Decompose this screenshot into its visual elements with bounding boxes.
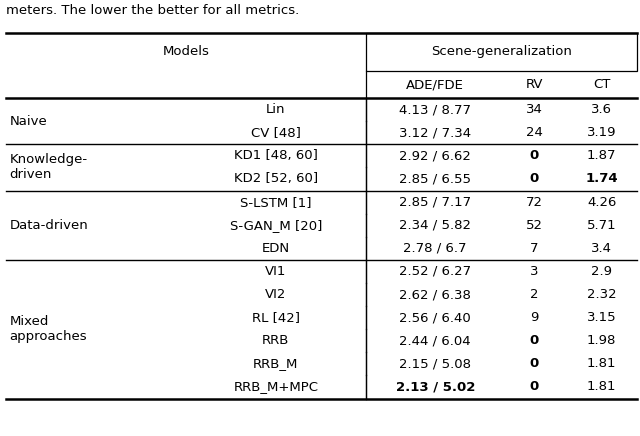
Text: RRB: RRB — [262, 334, 289, 347]
Text: Naive: Naive — [10, 115, 47, 128]
Text: Data-driven: Data-driven — [10, 219, 88, 232]
Text: EDN: EDN — [262, 242, 290, 255]
Text: VI1: VI1 — [265, 265, 287, 278]
Text: 1.81: 1.81 — [587, 358, 616, 370]
Text: 2.15 / 5.08: 2.15 / 5.08 — [399, 358, 471, 370]
Text: KD1 [48, 60]: KD1 [48, 60] — [234, 150, 318, 162]
Text: 0: 0 — [530, 381, 539, 393]
Text: 7: 7 — [530, 242, 539, 255]
Text: 2.85 / 6.55: 2.85 / 6.55 — [399, 173, 471, 185]
Text: 2.44 / 6.04: 2.44 / 6.04 — [399, 334, 471, 347]
Text: 3.15: 3.15 — [587, 311, 616, 324]
Text: Lin: Lin — [266, 103, 285, 116]
Text: RRB_M: RRB_M — [253, 358, 298, 370]
Text: 9: 9 — [530, 311, 539, 324]
Text: KD2 [52, 60]: KD2 [52, 60] — [234, 173, 318, 185]
Text: 1.81: 1.81 — [587, 381, 616, 393]
Text: 72: 72 — [526, 196, 543, 208]
Text: RL [42]: RL [42] — [252, 311, 300, 324]
Text: 3: 3 — [530, 265, 539, 278]
Text: 1.74: 1.74 — [586, 173, 618, 185]
Text: Models: Models — [163, 45, 210, 58]
Bar — [366, 33, 637, 71]
Text: Knowledge-
driven: Knowledge- driven — [10, 153, 88, 181]
Text: 3.19: 3.19 — [587, 126, 616, 139]
Text: Scene-generalization: Scene-generalization — [431, 45, 572, 58]
Text: 2.85 / 7.17: 2.85 / 7.17 — [399, 196, 471, 208]
Text: 2.34 / 5.82: 2.34 / 5.82 — [399, 219, 471, 232]
Text: meters. The lower the better for all metrics.: meters. The lower the better for all met… — [6, 4, 300, 17]
Text: 34: 34 — [526, 103, 543, 116]
Text: RV: RV — [525, 78, 543, 91]
Text: 0: 0 — [530, 173, 539, 185]
Text: 2.56 / 6.40: 2.56 / 6.40 — [399, 311, 471, 324]
Text: Mixed
approaches: Mixed approaches — [10, 315, 87, 343]
Text: 2: 2 — [530, 288, 539, 301]
Text: S-LSTM [1]: S-LSTM [1] — [240, 196, 312, 208]
Text: 0: 0 — [530, 358, 539, 370]
Text: ADE/FDE: ADE/FDE — [406, 78, 464, 91]
Text: 2.92 / 6.62: 2.92 / 6.62 — [399, 150, 471, 162]
Text: 3.12 / 7.34: 3.12 / 7.34 — [399, 126, 471, 139]
Text: CT: CT — [593, 78, 611, 91]
Text: 4.13 / 8.77: 4.13 / 8.77 — [399, 103, 471, 116]
Text: 0: 0 — [530, 150, 539, 162]
Text: 2.62 / 6.38: 2.62 / 6.38 — [399, 288, 471, 301]
Text: 4.26: 4.26 — [587, 196, 616, 208]
Text: 2.9: 2.9 — [591, 265, 612, 278]
Text: 24: 24 — [526, 126, 543, 139]
Text: 52: 52 — [526, 219, 543, 232]
Text: 3.4: 3.4 — [591, 242, 612, 255]
Text: 2.32: 2.32 — [587, 288, 616, 301]
Text: 5.71: 5.71 — [587, 219, 616, 232]
Text: CV [48]: CV [48] — [251, 126, 301, 139]
Text: 1.98: 1.98 — [587, 334, 616, 347]
Text: 3.6: 3.6 — [591, 103, 612, 116]
Text: 0: 0 — [530, 334, 539, 347]
Text: 2.78 / 6.7: 2.78 / 6.7 — [403, 242, 467, 255]
Text: S-GAN_M [20]: S-GAN_M [20] — [230, 219, 322, 232]
Text: 2.13 / 5.02: 2.13 / 5.02 — [396, 381, 475, 393]
Text: 1.87: 1.87 — [587, 150, 616, 162]
Text: 2.52 / 6.27: 2.52 / 6.27 — [399, 265, 471, 278]
Text: VI2: VI2 — [265, 288, 287, 301]
Text: RRB_M+MPC: RRB_M+MPC — [234, 381, 318, 393]
